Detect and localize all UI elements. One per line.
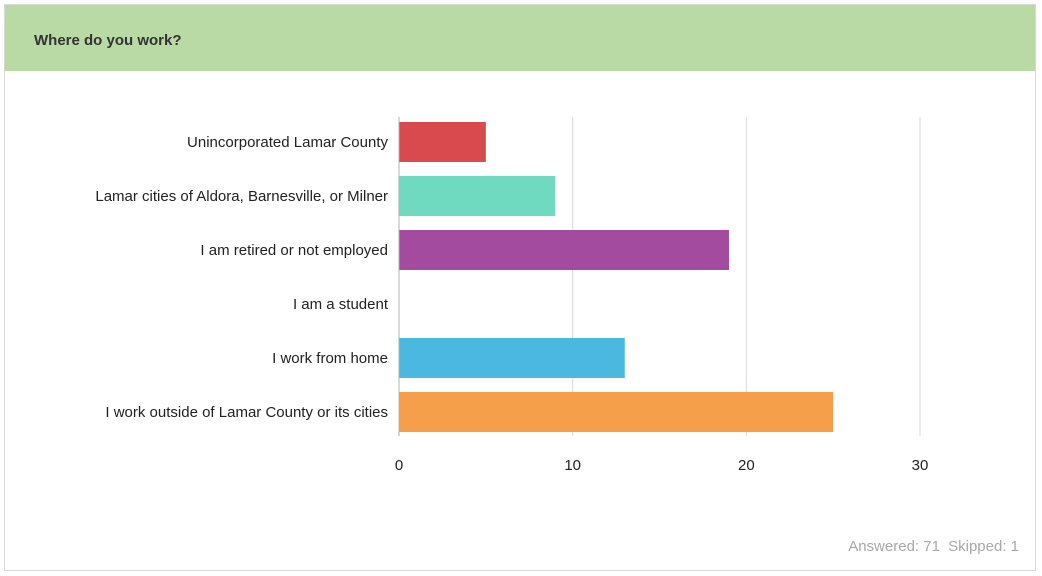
response-stats: Answered: 71 Skipped: 1: [844, 538, 1019, 555]
category-label-4: I am a student: [293, 296, 389, 313]
bar-5[interactable]: [399, 338, 625, 378]
x-tick-label-0: 0: [395, 457, 403, 474]
bar-3[interactable]: [399, 230, 729, 270]
question-title: Where do you work?: [34, 32, 182, 49]
bar-1[interactable]: [399, 122, 486, 162]
bar-6[interactable]: [399, 392, 834, 432]
x-tick-label-10: 10: [564, 457, 581, 474]
category-label-1: Unincorporated Lamar County: [187, 134, 388, 151]
category-label-5: I work from home: [272, 350, 388, 367]
answered-count: Answered: 71: [848, 538, 940, 555]
category-label-3: I am retired or not employed: [200, 242, 388, 259]
category-label-2: Lamar cities of Aldora, Barnesville, or …: [95, 188, 388, 205]
x-tick-label-30: 30: [912, 457, 929, 474]
x-tick-label-20: 20: [738, 457, 755, 474]
question-card: Where do you work?: [4, 4, 1036, 571]
question-header: Where do you work?: [5, 5, 1035, 71]
category-label-6: I work outside of Lamar County or its ci…: [105, 404, 388, 421]
skipped-count: Skipped: 1: [948, 538, 1019, 555]
bar-2[interactable]: [399, 176, 556, 216]
